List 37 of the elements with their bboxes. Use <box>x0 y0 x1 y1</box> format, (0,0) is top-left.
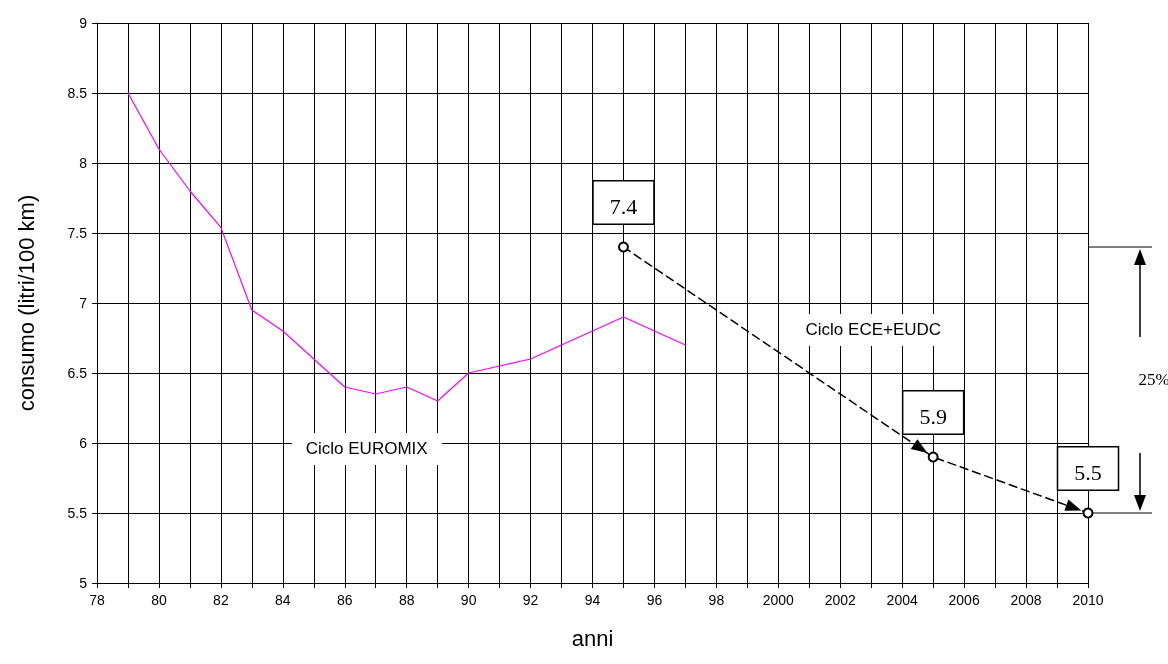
x-tick-label: 90 <box>460 592 477 608</box>
series-label: Ciclo ECE+EUDC <box>791 314 956 346</box>
x-tick-label: 2006 <box>948 592 980 608</box>
y-tick-label: 8 <box>79 155 88 171</box>
x-tick-label: 88 <box>398 592 415 608</box>
x-tick-label: 86 <box>336 592 353 608</box>
x-tick-label: 2002 <box>824 592 857 608</box>
y-axis-title: consumo (litri/100 km) <box>13 194 39 412</box>
y-tick-label: 5 <box>79 575 88 591</box>
point <box>617 241 629 253</box>
x-tick-label: 92 <box>522 592 539 608</box>
y-tick-label: 5.5 <box>67 505 88 521</box>
x-tick-label: 2000 <box>762 592 795 608</box>
data-label: 5.9 <box>919 404 947 429</box>
x-tick-label: 94 <box>584 592 601 608</box>
x-tick-label: 82 <box>213 592 229 608</box>
x-tick-label: 84 <box>275 592 291 608</box>
x-tick-label: 2008 <box>1010 592 1042 608</box>
y-tick-label: 6.5 <box>67 365 88 381</box>
data-label: 5.5 <box>1074 460 1102 485</box>
x-tick-label: 80 <box>151 592 167 608</box>
y-tick-label: 7 <box>79 295 88 311</box>
y-tick-label: 9 <box>79 15 88 31</box>
point <box>1082 507 1094 519</box>
y-tick-label: 7.5 <box>67 225 88 241</box>
point <box>927 451 939 463</box>
x-tick-label: 96 <box>646 592 663 608</box>
y-tick-label: 8.5 <box>67 85 88 101</box>
data-label: 7.4 <box>609 194 638 219</box>
x-tick-label: 2004 <box>886 592 918 608</box>
text: Ciclo EUROMIX <box>291 433 442 465</box>
x-tick-label: 78 <box>89 592 105 608</box>
x-tick-label: 2010 <box>1072 592 1104 608</box>
y-tick-label: 6 <box>79 435 88 451</box>
x-tick-label: 98 <box>708 592 725 608</box>
line-series <box>127 92 687 402</box>
x-axis-title: anni <box>571 625 614 651</box>
